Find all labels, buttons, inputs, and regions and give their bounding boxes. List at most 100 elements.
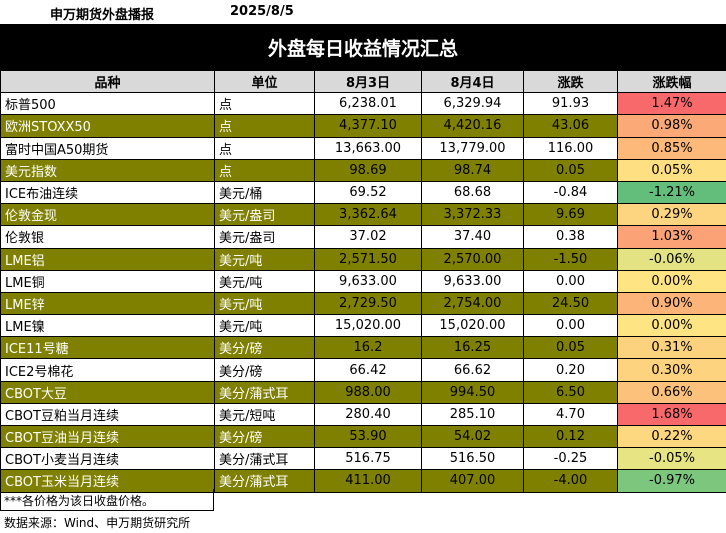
cell-aug3: 2,571.50 bbox=[314, 247, 422, 271]
cell-aug3: 9,633.00 bbox=[314, 269, 422, 293]
cell-aug3: 988.00 bbox=[314, 380, 422, 404]
cell-change-pct: 0.98% bbox=[617, 114, 726, 138]
cell-unit: 美元/盎司 bbox=[214, 203, 315, 227]
cell-aug4: 15,020.00 bbox=[421, 314, 524, 338]
cell-change: 91.93 bbox=[523, 92, 618, 116]
cell-unit: 美分/磅 bbox=[214, 358, 315, 382]
cell-variety: 标普500 bbox=[0, 92, 215, 116]
cell-aug4: 3,372.33 bbox=[421, 203, 524, 227]
table-row: ICE布油连续 美元/桶 69.52 68.68 -0.84 -1.21% bbox=[0, 180, 726, 205]
cell-unit: 美分/蒲式耳 bbox=[214, 380, 315, 404]
cell-change: -0.25 bbox=[523, 447, 618, 471]
cell-change-pct: 1.03% bbox=[617, 225, 726, 249]
table-row: LME铜 美元/吨 9,633.00 9,633.00 0.00 0.00% bbox=[0, 269, 726, 293]
cell-change: -1.50 bbox=[523, 247, 618, 271]
cell-variety: CBOT大豆 bbox=[0, 380, 215, 404]
cell-unit: 美分/磅 bbox=[214, 424, 315, 449]
cell-unit: 点 bbox=[214, 158, 315, 182]
cell-aug4: 994.50 bbox=[421, 380, 524, 404]
report-date: 2025/8/5 bbox=[230, 4, 294, 19]
cell-aug3: 4,377.10 bbox=[314, 114, 422, 138]
table-row: 伦敦金现 美元/盎司 3,362.64 3,372.33 9.69 0.29% bbox=[0, 203, 726, 227]
cell-aug3: 98.69 bbox=[314, 158, 422, 182]
cell-change-pct: 0.31% bbox=[617, 336, 726, 360]
cell-unit: 美元/桶 bbox=[214, 180, 315, 205]
cell-change-pct: 0.30% bbox=[617, 358, 726, 382]
cell-unit: 美分/蒲式耳 bbox=[214, 447, 315, 471]
cell-change-pct: 0.22% bbox=[617, 424, 726, 449]
cell-change-pct: 0.66% bbox=[617, 380, 726, 404]
table-row: 伦敦银 美元/盎司 37.02 37.40 0.38 1.03% bbox=[0, 225, 726, 249]
cell-variety: 富时中国A50期货 bbox=[0, 136, 215, 160]
cell-change: 0.00 bbox=[523, 314, 618, 338]
cell-aug3: 15,020.00 bbox=[314, 314, 422, 338]
cell-variety: LME铝 bbox=[0, 247, 215, 271]
brand-label: 申万期货外盘播报 bbox=[50, 8, 155, 23]
cell-variety: CBOT小麦当月连续 bbox=[0, 447, 215, 471]
cell-aug4: 4,420.16 bbox=[421, 114, 524, 138]
table-row: CBOT豆粕当月连续 美元/短吨 280.40 285.10 4.70 1.68% bbox=[0, 402, 726, 427]
data-source: 数据来源：Wind、申万期货研究所 bbox=[4, 516, 191, 530]
cell-change-pct: 0.00% bbox=[617, 269, 726, 293]
cell-change: 43.06 bbox=[523, 114, 618, 138]
cell-change: 0.20 bbox=[523, 358, 618, 382]
cell-aug4: 37.40 bbox=[421, 225, 524, 249]
cell-change: 24.50 bbox=[523, 291, 618, 316]
cell-change: 0.12 bbox=[523, 424, 618, 449]
table-row: ICE2号棉花 美分/磅 66.42 66.62 0.20 0.30% bbox=[0, 358, 726, 382]
cell-aug3: 66.42 bbox=[314, 358, 422, 382]
cell-aug4: 66.62 bbox=[421, 358, 524, 382]
cell-aug4: 54.02 bbox=[421, 424, 524, 449]
table-row: ICE11号糖 美分/磅 16.2 16.25 0.05 0.31% bbox=[0, 336, 726, 360]
cell-variety: LME铜 bbox=[0, 269, 215, 293]
cell-aug3: 16.2 bbox=[314, 336, 422, 360]
cell-variety: LME镍 bbox=[0, 314, 215, 338]
cell-change-pct: 1.47% bbox=[617, 92, 726, 116]
footer-note: ***各价格为该日收盘价格。 bbox=[4, 494, 155, 508]
col-header-unit: 单位 bbox=[214, 69, 315, 94]
cell-aug3: 53.90 bbox=[314, 424, 422, 449]
cell-aug4: 9,633.00 bbox=[421, 269, 524, 293]
table-row: LME铝 美元/吨 2,571.50 2,570.00 -1.50 -0.06% bbox=[0, 247, 726, 271]
cell-change-pct: -1.21% bbox=[617, 180, 726, 205]
cell-change: 0.38 bbox=[523, 225, 618, 249]
cell-aug4: 2,570.00 bbox=[421, 247, 524, 271]
cell-aug3: 2,729.50 bbox=[314, 291, 422, 316]
cell-variety: 美元指数 bbox=[0, 158, 215, 182]
cell-change-pct: -0.97% bbox=[617, 469, 726, 493]
cell-change: -4.00 bbox=[523, 469, 618, 493]
table-row: 美元指数点 98.69 98.74 0.05 0.05% bbox=[0, 158, 726, 182]
cell-aug3: 280.40 bbox=[314, 402, 422, 427]
table-row: CBOT玉米当月连续 美分/蒲式耳 411.00 407.00 -4.00 -0.97% bbox=[0, 469, 726, 493]
table-row: LME锌 美元/吨 2,729.50 2,754.00 24.50 0.90% bbox=[0, 291, 726, 316]
cell-aug4: 16.25 bbox=[421, 336, 524, 360]
col-header-change-pct: 涨跌幅 bbox=[617, 69, 726, 94]
cell-change-pct: -0.05% bbox=[617, 447, 726, 471]
cell-aug4: 285.10 bbox=[421, 402, 524, 427]
col-header-variety: 品种 bbox=[0, 69, 215, 94]
cell-change-pct: 1.68% bbox=[617, 402, 726, 427]
cell-variety: LME锌 bbox=[0, 291, 215, 316]
cell-unit: 点 bbox=[214, 92, 315, 116]
returns-table: 品种 单位 8月3日 8月4日 涨跌 涨跌幅 标普500 点 6,238.01 6,3… bbox=[0, 69, 726, 493]
cell-aug3: 69.52 bbox=[314, 180, 422, 205]
cell-change: 6.50 bbox=[523, 380, 618, 404]
cell-change-pct: 0.00% bbox=[617, 314, 726, 338]
cell-change: 116.00 bbox=[523, 136, 618, 160]
cell-change-pct: 0.05% bbox=[617, 158, 726, 182]
cell-change: 0.05 bbox=[523, 336, 618, 360]
cell-variety: 伦敦银 bbox=[0, 225, 215, 249]
cell-change: 0.05 bbox=[523, 158, 618, 182]
cell-variety: ICE2号棉花 bbox=[0, 358, 215, 382]
cell-change: 4.70 bbox=[523, 402, 618, 427]
cell-variety: CBOT豆粕当月连续 bbox=[0, 402, 215, 427]
cell-change: 9.69 bbox=[523, 203, 618, 227]
cell-aug4: 13,779.00 bbox=[421, 136, 524, 160]
cell-aug4: 407.00 bbox=[421, 469, 524, 493]
cell-variety: CBOT豆油当月连续 bbox=[0, 424, 215, 449]
cell-change: 0.00 bbox=[523, 269, 618, 293]
cell-unit: 美元/短吨 bbox=[214, 402, 315, 427]
col-header-aug3: 8月3日 bbox=[314, 69, 422, 94]
cell-unit: 美分/蒲式耳 bbox=[214, 469, 315, 493]
cell-unit: 美元/吨 bbox=[214, 291, 315, 316]
